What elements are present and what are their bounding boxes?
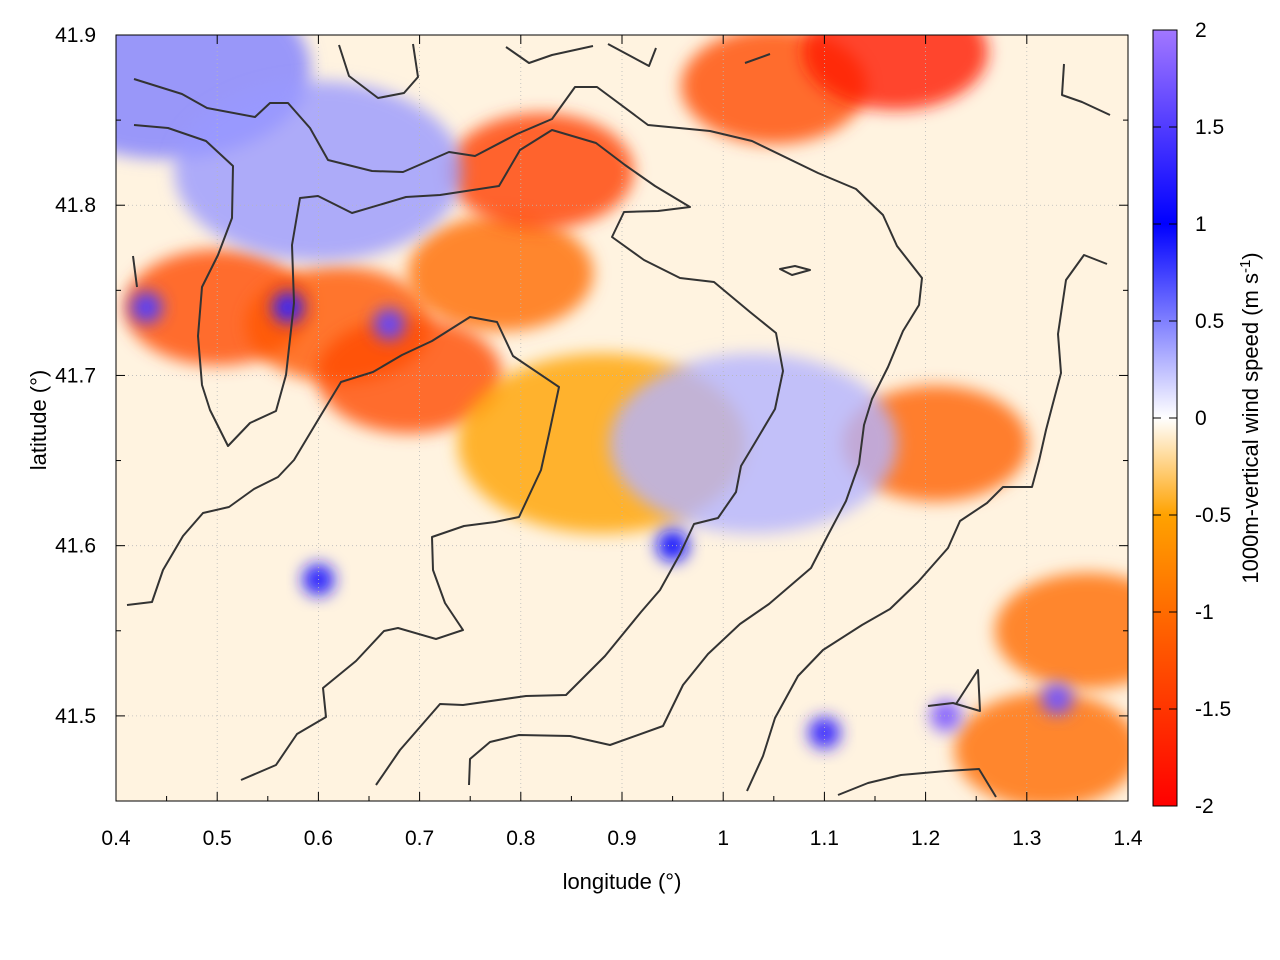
contour-line (1061, 63, 1111, 116)
colorbar-title-close: ) (1238, 252, 1263, 259)
plot-area (0, 13, 1129, 802)
heatmap-cell (272, 291, 305, 324)
contour-line (133, 124, 784, 786)
y-tick-label: 41.9 (55, 24, 96, 47)
x-tick-label: 1.4 (1113, 827, 1143, 850)
heatmap-cell (130, 291, 163, 324)
contour-line (505, 45, 594, 64)
colorbar-tick-label: -1.5 (1195, 698, 1231, 721)
x-tick-label: 0.8 (506, 827, 535, 850)
x-tick-label: 1 (717, 827, 729, 850)
colorbar: 2 1.5 1 0.5 0 -0.5 -1 -1.5 -2 1000m-vertical win… (1152, 19, 1263, 818)
heatmap-cell (929, 699, 962, 732)
x-tick-label: 0.5 (203, 827, 232, 850)
colorbar-tick-label: -2 (1195, 795, 1214, 818)
y-tick-label: 41.8 (55, 194, 96, 217)
heatmap-cell (994, 572, 1128, 689)
heatmap-cell (1041, 682, 1074, 715)
colorbar-ticks: 2 1.5 1 0.5 0 -0.5 -1 -1.5 -2 (1153, 19, 1231, 818)
y-axis-title: latitude (°) (26, 370, 51, 471)
x-tick-label: 1.3 (1012, 827, 1041, 850)
contour-line (133, 78, 923, 786)
heatmap-cell (316, 317, 503, 434)
x-axis-title: longitude (°) (563, 869, 682, 894)
colorbar-tick-label: 2 (1195, 19, 1207, 42)
x-tick-label: 1.2 (911, 827, 940, 850)
heatmap-cell (407, 215, 594, 332)
y-tick-label: 41.7 (55, 364, 96, 387)
colorbar-tick-label: 0 (1195, 407, 1207, 430)
heatmap-cell (802, 35, 989, 111)
colorbar-title: 1000m-vertical wind speed (m s-1) (1237, 252, 1263, 583)
y-axis: 41.5 41.6 41.7 41.8 41.9 (55, 24, 1128, 728)
colorbar-tick-label: 0.5 (1195, 310, 1224, 333)
contour-line (746, 254, 1108, 792)
colorbar-tick-label: -0.5 (1195, 504, 1231, 527)
y-tick-label: 41.5 (55, 705, 96, 728)
contour-line (607, 43, 657, 67)
heatmap-cell (373, 308, 406, 341)
contour-line (779, 265, 811, 276)
x-tick-label: 0.6 (304, 827, 333, 850)
heatmap-cell (0, 13, 37, 193)
colorbar-tick-label: 1 (1195, 213, 1207, 236)
x-axis: 0.4 0.5 0.6 0.7 0.8 0.9 1 1.1 1.2 1.3 1.4 (101, 35, 1143, 850)
heatmap-cell (808, 716, 841, 749)
contour-line (126, 316, 560, 781)
contour-line (338, 43, 419, 99)
contour-line (927, 669, 981, 712)
x-tick-label: 1.1 (810, 827, 839, 850)
heatmap-field (0, 13, 1128, 801)
colorbar-title-main: 1000m-vertical wind speed (m s (1238, 273, 1263, 584)
contour-line (132, 255, 138, 288)
colorbar-tick-label: 1.5 (1195, 116, 1224, 139)
contour-line (744, 53, 771, 64)
grid (116, 35, 1128, 801)
colorbar-title-superscript: -1 (1237, 260, 1254, 273)
x-tick-label: 0.9 (607, 827, 636, 850)
heatmap-cell (448, 113, 634, 230)
contour-line (837, 768, 997, 798)
x-tick-label: 0.4 (101, 827, 131, 850)
x-tick-label: 0.7 (405, 827, 434, 850)
colorbar-tick-label: -1 (1195, 601, 1214, 624)
contour-lines (126, 43, 1111, 798)
heatmap-cell (954, 691, 1128, 801)
y-tick-label: 41.6 (55, 535, 96, 558)
